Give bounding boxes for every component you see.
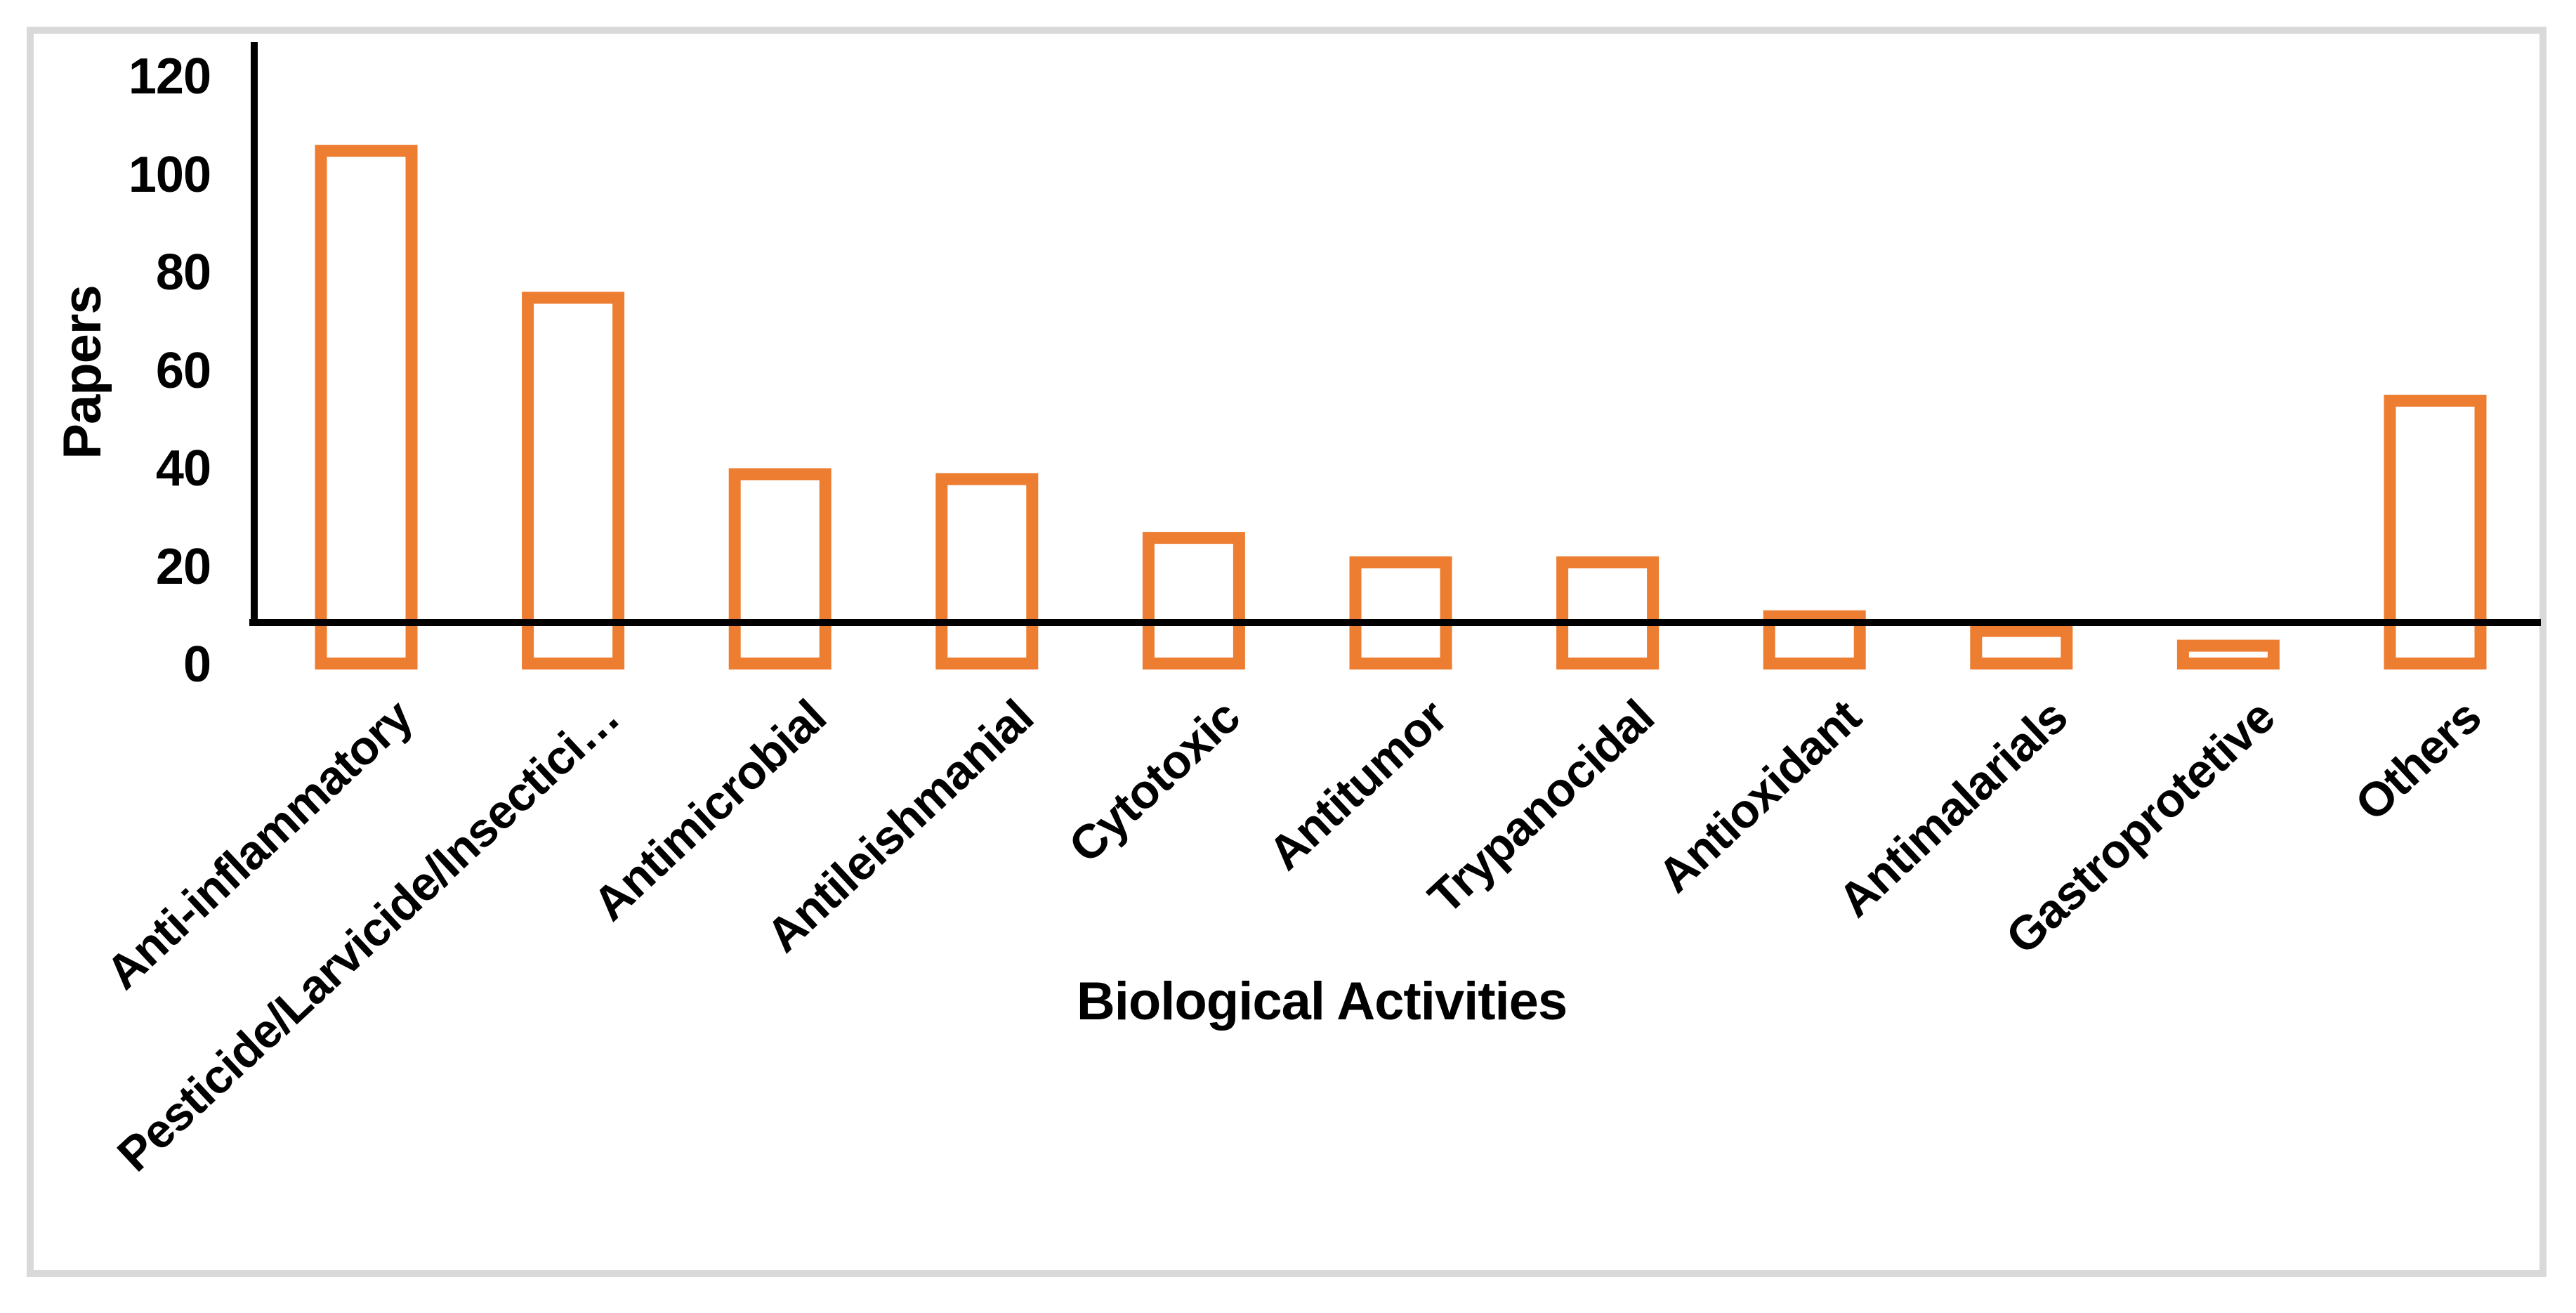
bar-antimicrobial [728, 468, 832, 669]
y-axis-line [251, 42, 258, 626]
y-tick-label-80: 80 [155, 244, 211, 301]
y-tick-label-40: 40 [155, 440, 211, 497]
y-tick-label-60: 60 [155, 342, 211, 399]
y-tick-label-120: 120 [128, 48, 211, 105]
bar-trypanocidal [1556, 556, 1660, 670]
bar-anti-inflammatory [315, 145, 418, 669]
bar-gastroprotetive [2176, 639, 2280, 669]
bar-antimalarials [1970, 625, 2073, 669]
figure-border [27, 27, 2547, 1277]
bar-pesticide-larvicide-insectici [522, 292, 625, 669]
x-axis-line [249, 619, 2541, 626]
y-tick-label-20: 20 [155, 538, 211, 595]
x-axis-title: Biological Activities [1076, 972, 1568, 1031]
bar-antileishmanial [935, 473, 1039, 669]
bar-antitumor [1349, 556, 1452, 670]
bar-cytotoxic [1142, 532, 1245, 670]
y-tick-label-100: 100 [128, 146, 211, 203]
y-axis-title: Papers [53, 285, 112, 459]
y-tick-label-0: 0 [183, 636, 211, 693]
